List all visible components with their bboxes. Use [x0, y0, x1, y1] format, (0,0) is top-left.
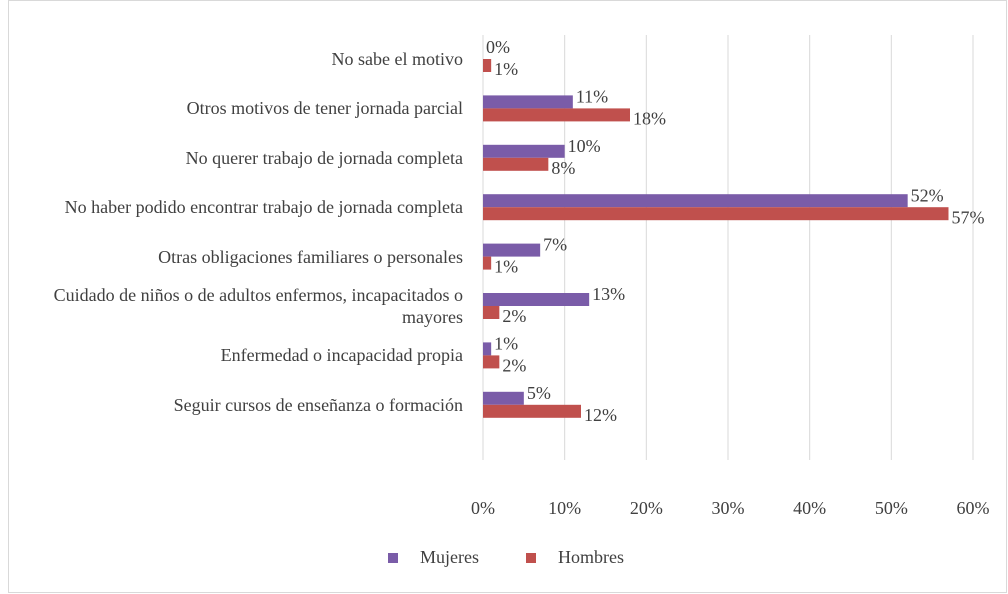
bar	[483, 194, 908, 208]
bar	[483, 59, 492, 72]
bar	[483, 293, 590, 306]
bar	[483, 144, 565, 158]
data-label: 5%	[527, 383, 551, 403]
legend-swatch	[388, 553, 398, 563]
y-tick-label: Seguir cursos de enseñanza o formación	[173, 394, 463, 415]
y-tick-label: No sabe el motivo	[331, 49, 463, 69]
data-label: 1%	[494, 59, 518, 79]
bar	[483, 306, 500, 319]
data-label: 12%	[584, 405, 617, 425]
bar	[483, 355, 500, 369]
y-tick-label: Cuidado de niños o de adultos enfermos, …	[53, 285, 463, 327]
bar	[483, 157, 549, 171]
data-label: 2%	[502, 306, 526, 326]
x-tick-label: 60%	[957, 498, 990, 518]
bar	[483, 256, 492, 270]
data-label: 52%	[911, 185, 944, 205]
x-tick-label: 50%	[875, 498, 908, 518]
data-label: 2%	[502, 356, 526, 376]
y-tick-label: Enfermedad o incapacidad propia	[220, 345, 463, 366]
data-label: 7%	[543, 235, 567, 255]
bar	[483, 391, 524, 405]
y-tick-label: No querer trabajo de jornada completa	[185, 147, 463, 168]
x-tick-label: 10%	[548, 498, 581, 518]
x-tick-label: 0%	[471, 498, 495, 518]
x-tick-label: 40%	[793, 498, 826, 518]
data-label: 18%	[633, 109, 666, 129]
data-label: 13%	[592, 284, 625, 304]
data-label: 11%	[576, 87, 608, 107]
data-label: 8%	[551, 158, 575, 178]
legend-swatch	[526, 553, 536, 563]
data-label: 57%	[952, 207, 985, 227]
data-label: 1%	[494, 334, 518, 354]
y-tick-label: Otras obligaciones familiares o personal…	[158, 246, 463, 267]
data-label: 10%	[568, 136, 601, 156]
bar	[483, 404, 581, 418]
bar	[483, 95, 573, 109]
chart-border	[8, 0, 1007, 593]
x-tick-label: 30%	[712, 498, 745, 518]
bar	[483, 108, 630, 122]
data-label: 1%	[494, 257, 518, 277]
bar	[483, 342, 492, 356]
bar	[483, 243, 541, 257]
y-tick-label: No haber podido encontrar trabajo de jor…	[64, 197, 463, 218]
data-label: 0%	[486, 37, 510, 57]
x-tick-label: 20%	[630, 498, 663, 518]
bar	[483, 207, 949, 221]
y-tick-label: Otros motivos de tener jornada parcial	[186, 98, 463, 119]
legend-label: Hombres	[558, 547, 624, 567]
legend-label: Mujeres	[420, 547, 479, 567]
